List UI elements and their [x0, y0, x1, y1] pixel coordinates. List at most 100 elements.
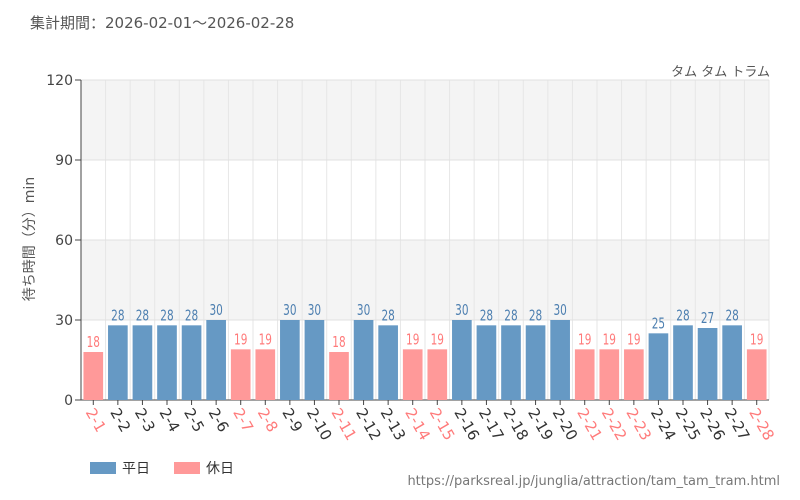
x-tick-label-2-13: 2-13	[377, 405, 410, 443]
bar-2-22	[599, 349, 620, 400]
bar-2-7	[230, 349, 251, 400]
legend-item-holiday[interactable]: 休日	[174, 458, 234, 478]
bar-2-14	[402, 349, 423, 400]
y-tick-label: 60	[55, 233, 73, 249]
x-tick-label-2-27: 2-27	[721, 405, 754, 443]
data-label-2-3: 28	[136, 308, 149, 325]
x-tick-label-2-18: 2-18	[500, 405, 533, 443]
legend-label-holiday: 休日	[206, 461, 234, 477]
bar-2-6	[206, 320, 226, 400]
data-label-2-5: 28	[185, 308, 198, 325]
y-tick-label: 90	[55, 153, 73, 169]
legend-item-weekday[interactable]: 平日	[90, 458, 150, 478]
x-tick-label-2-7: 2-7	[229, 405, 257, 435]
data-label-2-26: 27	[701, 311, 714, 328]
data-label-2-17: 28	[480, 308, 493, 325]
data-label-2-25: 28	[676, 308, 689, 325]
legend: 平日 休日	[90, 458, 234, 478]
x-tick-label-2-15: 2-15	[426, 405, 459, 443]
data-label-2-21: 19	[578, 332, 591, 349]
data-label-2-24: 25	[652, 316, 665, 333]
x-tick-label-2-8: 2-8	[254, 405, 282, 435]
legend-swatch-weekday	[90, 462, 116, 474]
x-tick-label-2-17: 2-17	[475, 405, 508, 443]
bar-2-1	[83, 352, 104, 400]
x-tick-label-2-19: 2-19	[524, 405, 557, 443]
x-tick-label-2-21: 2-21	[573, 405, 606, 443]
period-label: 集計期間：2026-02-01～2026-02-28	[30, 14, 295, 32]
data-label-2-18: 28	[504, 308, 517, 325]
x-tick-label-2-2: 2-2	[106, 405, 134, 435]
data-label-2-28: 19	[750, 332, 763, 349]
bar-2-28	[746, 349, 767, 400]
bar-2-4	[157, 325, 177, 400]
data-label-2-16: 30	[455, 303, 468, 320]
bar-2-25	[673, 325, 693, 400]
data-label-2-12: 30	[357, 303, 370, 320]
data-label-2-27: 28	[725, 308, 738, 325]
x-tick-label-2-26: 2-26	[696, 405, 729, 443]
x-tick-label-2-3: 2-3	[131, 405, 159, 435]
bar-2-16	[452, 320, 472, 400]
x-tick-label-2-24: 2-24	[647, 405, 680, 443]
bar-2-11	[329, 352, 349, 400]
data-label-2-7: 19	[234, 332, 247, 349]
x-tick-label-2-12: 2-12	[352, 405, 385, 443]
data-label-2-10: 30	[308, 303, 321, 320]
legend-swatch-holiday	[174, 462, 200, 474]
bar-2-24	[648, 333, 669, 400]
bar-2-8	[255, 349, 276, 400]
bar-2-20	[550, 320, 570, 400]
x-tick-label-2-22: 2-22	[598, 405, 631, 443]
data-label-2-2: 28	[111, 308, 124, 325]
data-label-2-4: 28	[160, 308, 173, 325]
bar-2-13	[378, 325, 398, 400]
y-tick-label: 30	[55, 313, 73, 329]
data-label-2-22: 19	[603, 332, 616, 349]
bar-2-12	[353, 320, 374, 400]
x-tick-label-2-10: 2-10	[303, 405, 336, 443]
bar-2-10	[304, 320, 325, 400]
x-tick-label-2-16: 2-16	[450, 405, 483, 443]
bar-2-18	[501, 325, 521, 400]
data-label-2-8: 19	[259, 332, 272, 349]
x-tick-label-2-1: 2-1	[82, 405, 110, 435]
bar-2-5	[181, 325, 202, 400]
data-label-2-19: 28	[529, 308, 542, 325]
bar-2-21	[574, 349, 595, 400]
bar-2-19	[525, 325, 546, 400]
y-tick-label: 0	[64, 393, 73, 409]
x-tick-label-2-9: 2-9	[278, 405, 306, 435]
data-label-2-20: 30	[553, 303, 566, 320]
bar-2-3	[132, 325, 153, 400]
data-label-2-9: 30	[283, 303, 296, 320]
x-tick-label-2-14: 2-14	[401, 405, 434, 443]
bar-2-23	[624, 349, 644, 400]
bar-2-2	[108, 325, 128, 400]
source-url[interactable]: https://parksreal.jp/junglia/attraction/…	[407, 474, 780, 489]
data-label-2-15: 19	[431, 332, 444, 349]
data-label-2-1: 18	[87, 335, 100, 352]
x-tick-label-2-4: 2-4	[156, 405, 184, 435]
bar-2-26	[697, 328, 718, 400]
data-label-2-14: 19	[406, 332, 419, 349]
x-tick-label-2-11: 2-11	[328, 405, 361, 443]
data-label-2-6: 30	[209, 303, 222, 320]
bar-2-15	[427, 349, 448, 400]
y-tick-label: 120	[46, 73, 73, 89]
x-tick-label-2-25: 2-25	[672, 405, 705, 443]
bar-2-27	[722, 325, 742, 400]
x-tick-label-2-6: 2-6	[205, 405, 233, 435]
x-tick-label-2-28: 2-28	[745, 405, 778, 443]
x-tick-label-2-20: 2-20	[549, 405, 582, 443]
data-label-2-13: 28	[381, 308, 394, 325]
bar-2-17	[476, 325, 497, 400]
x-tick-label-2-23: 2-23	[622, 405, 655, 443]
data-label-2-11: 18	[332, 335, 345, 352]
chart-title: タム タム トラム	[671, 65, 770, 80]
bar-2-9	[280, 320, 300, 400]
data-label-2-23: 19	[627, 332, 640, 349]
legend-label-weekday: 平日	[122, 461, 150, 477]
x-tick-label-2-5: 2-5	[180, 405, 208, 435]
